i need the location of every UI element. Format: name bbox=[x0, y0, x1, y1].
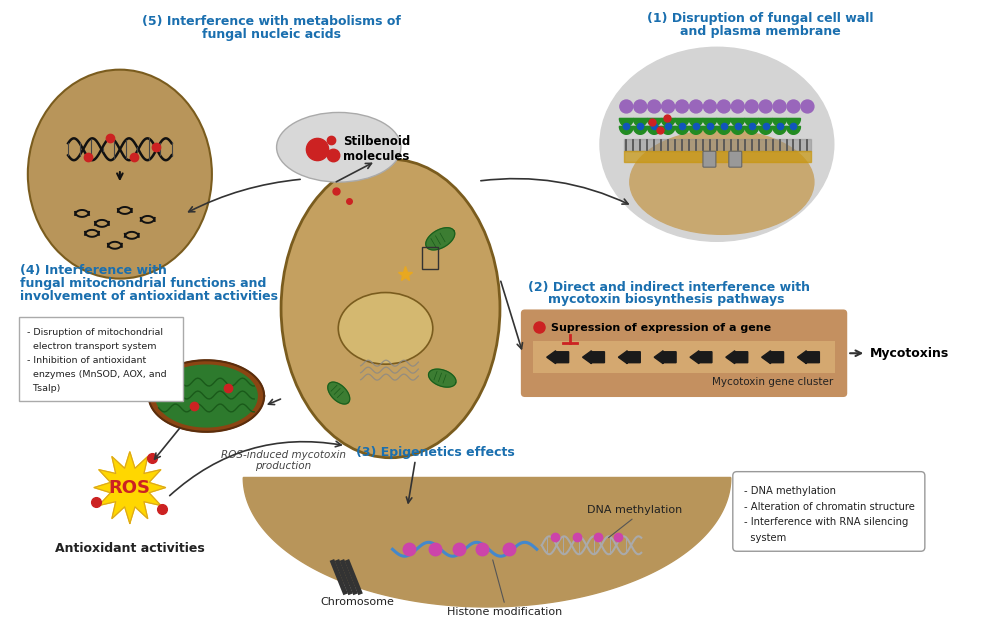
Text: enzymes (MnSOD, AOX, and: enzymes (MnSOD, AOX, and bbox=[28, 370, 166, 379]
Polygon shape bbox=[675, 118, 689, 126]
Polygon shape bbox=[624, 139, 812, 151]
Circle shape bbox=[648, 100, 661, 113]
Polygon shape bbox=[758, 118, 772, 126]
Polygon shape bbox=[745, 126, 758, 134]
Text: (3) Epigenetics effects: (3) Epigenetics effects bbox=[356, 446, 514, 459]
Text: Histone modification: Histone modification bbox=[447, 607, 562, 617]
FancyBboxPatch shape bbox=[20, 318, 182, 401]
Circle shape bbox=[662, 100, 675, 113]
Ellipse shape bbox=[600, 47, 833, 241]
Text: Tsalp): Tsalp) bbox=[28, 384, 61, 393]
Polygon shape bbox=[661, 118, 675, 126]
Text: involvement of antioxidant activities: involvement of antioxidant activities bbox=[21, 290, 279, 303]
Text: - Alteration of chromatin structure: - Alteration of chromatin structure bbox=[744, 501, 915, 511]
Polygon shape bbox=[787, 126, 801, 134]
Circle shape bbox=[633, 100, 647, 113]
Circle shape bbox=[759, 100, 772, 113]
Text: Antioxidant activities: Antioxidant activities bbox=[55, 542, 205, 555]
Text: - Interference with RNA silencing: - Interference with RNA silencing bbox=[744, 517, 908, 527]
Circle shape bbox=[773, 100, 786, 113]
FancyArrow shape bbox=[619, 351, 640, 364]
Polygon shape bbox=[624, 151, 812, 162]
Circle shape bbox=[703, 100, 716, 113]
FancyBboxPatch shape bbox=[729, 151, 742, 167]
FancyBboxPatch shape bbox=[733, 472, 925, 552]
Circle shape bbox=[746, 100, 758, 113]
Polygon shape bbox=[633, 118, 647, 126]
Polygon shape bbox=[690, 126, 703, 134]
Text: electron transport system: electron transport system bbox=[28, 342, 157, 352]
FancyArrow shape bbox=[690, 351, 712, 364]
Polygon shape bbox=[156, 365, 257, 427]
Ellipse shape bbox=[629, 130, 814, 235]
Ellipse shape bbox=[281, 159, 500, 457]
Text: fungal mitochondrial functions and: fungal mitochondrial functions and bbox=[21, 277, 267, 290]
Polygon shape bbox=[675, 126, 689, 134]
FancyArrow shape bbox=[582, 351, 605, 364]
Polygon shape bbox=[94, 452, 165, 524]
Circle shape bbox=[676, 100, 689, 113]
Text: (4) Interference with: (4) Interference with bbox=[21, 264, 167, 277]
Polygon shape bbox=[243, 478, 731, 607]
Polygon shape bbox=[731, 118, 745, 126]
FancyBboxPatch shape bbox=[521, 310, 847, 397]
Circle shape bbox=[787, 100, 800, 113]
Polygon shape bbox=[717, 126, 731, 134]
FancyArrow shape bbox=[547, 351, 568, 364]
Text: Supression of expression of a gene: Supression of expression of a gene bbox=[551, 323, 771, 334]
Text: Chromosome: Chromosome bbox=[321, 597, 395, 607]
Ellipse shape bbox=[277, 113, 401, 182]
Polygon shape bbox=[620, 118, 633, 126]
Polygon shape bbox=[772, 118, 787, 126]
Text: - DNA methylation: - DNA methylation bbox=[744, 485, 835, 496]
Polygon shape bbox=[703, 126, 717, 134]
Polygon shape bbox=[717, 118, 731, 126]
FancyArrow shape bbox=[654, 351, 676, 364]
FancyBboxPatch shape bbox=[533, 341, 835, 373]
Polygon shape bbox=[661, 126, 675, 134]
Polygon shape bbox=[745, 118, 758, 126]
Text: - Inhibition of antioxidant: - Inhibition of antioxidant bbox=[28, 356, 147, 365]
FancyArrow shape bbox=[798, 351, 820, 364]
Polygon shape bbox=[731, 126, 745, 134]
Text: fungal nucleic acids: fungal nucleic acids bbox=[202, 28, 341, 41]
Circle shape bbox=[620, 100, 632, 113]
Text: system: system bbox=[744, 534, 786, 543]
Text: ROS: ROS bbox=[108, 478, 151, 496]
Circle shape bbox=[690, 100, 702, 113]
Text: (2) Direct and indirect interference with: (2) Direct and indirect interference wit… bbox=[528, 280, 810, 293]
Text: mycotoxin biosynthesis pathways: mycotoxin biosynthesis pathways bbox=[548, 293, 784, 306]
Text: Mycotoxin gene cluster: Mycotoxin gene cluster bbox=[712, 377, 833, 387]
Polygon shape bbox=[690, 118, 703, 126]
Circle shape bbox=[801, 100, 814, 113]
Ellipse shape bbox=[338, 293, 432, 364]
Polygon shape bbox=[647, 126, 661, 134]
Text: (1) Disruption of fungal cell wall: (1) Disruption of fungal cell wall bbox=[647, 12, 874, 25]
Polygon shape bbox=[787, 118, 801, 126]
Polygon shape bbox=[647, 118, 661, 126]
Polygon shape bbox=[703, 118, 717, 126]
Polygon shape bbox=[772, 126, 787, 134]
FancyArrow shape bbox=[761, 351, 783, 364]
Ellipse shape bbox=[28, 70, 212, 279]
Text: Mycotoxins: Mycotoxins bbox=[870, 347, 950, 360]
FancyBboxPatch shape bbox=[703, 151, 716, 167]
FancyArrow shape bbox=[726, 351, 748, 364]
Polygon shape bbox=[620, 126, 633, 134]
Text: ROS-induced mycotoxin
production: ROS-induced mycotoxin production bbox=[221, 450, 346, 471]
Text: - Disruption of mitochondrial: - Disruption of mitochondrial bbox=[28, 328, 164, 337]
Polygon shape bbox=[328, 382, 350, 404]
Polygon shape bbox=[428, 369, 456, 387]
Polygon shape bbox=[149, 360, 264, 432]
Circle shape bbox=[717, 100, 730, 113]
Text: Stilbenoid
molecules: Stilbenoid molecules bbox=[343, 136, 410, 163]
Text: (5) Interference with metabolisms of: (5) Interference with metabolisms of bbox=[142, 15, 401, 28]
Text: DNA methylation: DNA methylation bbox=[587, 506, 682, 516]
Circle shape bbox=[731, 100, 745, 113]
Polygon shape bbox=[426, 228, 455, 250]
Polygon shape bbox=[758, 126, 772, 134]
Text: and plasma membrane: and plasma membrane bbox=[681, 25, 841, 38]
Polygon shape bbox=[633, 126, 647, 134]
